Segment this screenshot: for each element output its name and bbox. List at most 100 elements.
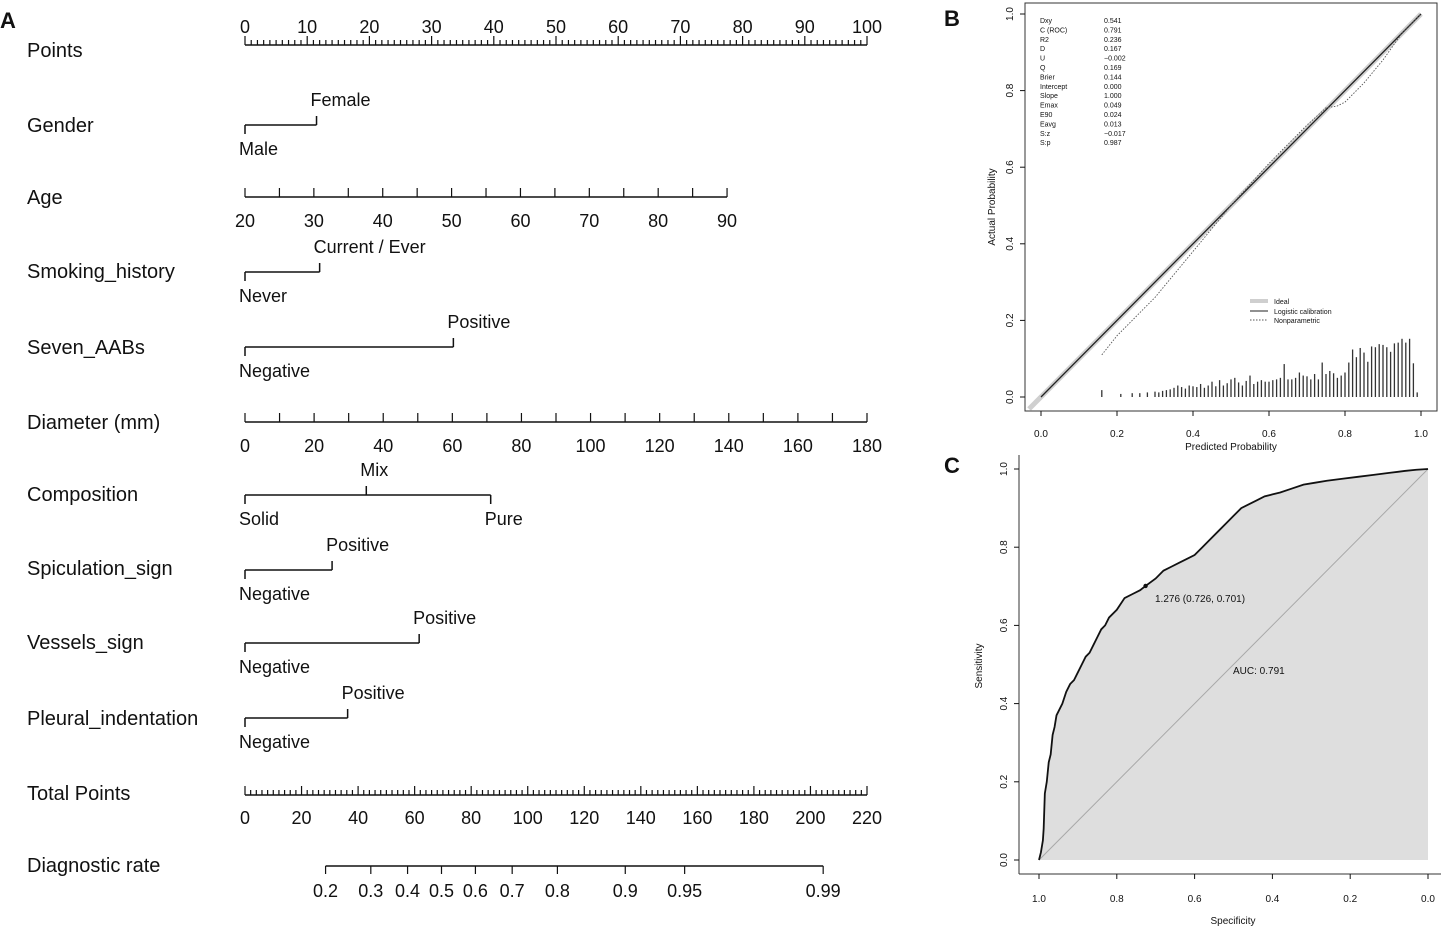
- total-points-tick-label: 220: [852, 808, 882, 828]
- variable-label: Diagnostic rate: [27, 855, 160, 877]
- level-label: Negative: [239, 584, 310, 604]
- scale-tick-label: 40: [373, 436, 393, 456]
- stat-value: 0.049: [1104, 103, 1122, 110]
- threshold-label: 1.276 (0.726, 0.701): [1155, 594, 1245, 605]
- x-tick-label: 0.8: [1338, 429, 1352, 440]
- stat-name: U: [1040, 56, 1045, 63]
- level-label: Negative: [239, 361, 310, 381]
- total-points-tick-label: 0: [240, 808, 250, 828]
- scale-tick-label: 20: [304, 436, 324, 456]
- scale-tick-label: 160: [783, 436, 813, 456]
- y-tick-label: 0.2: [999, 774, 1010, 788]
- roc-curve: [1038, 468, 1429, 861]
- calibration-panel: 0.0 0.2 0.4 0.6 0.8 1.0 0.0 0.2 0.4 0.6 0.8 1.0 Pred…: [987, 2, 1438, 453]
- stat-name: Emax: [1040, 103, 1058, 110]
- level-label: Pure: [485, 509, 523, 529]
- x-tick-label: 0.0: [1421, 894, 1435, 905]
- stat-name: E90: [1040, 112, 1053, 119]
- total-points-tick-label: 40: [348, 808, 368, 828]
- panel-label-c: C: [944, 453, 960, 478]
- y-tick-label: 0.0: [1005, 390, 1016, 404]
- stat-value: 0.167: [1104, 46, 1122, 53]
- stat-value: 0.024: [1104, 112, 1122, 119]
- y-tick-label: 0.6: [1005, 160, 1016, 174]
- points-tick-label: 0: [240, 17, 250, 37]
- y-tick-label: 0.0: [999, 853, 1010, 867]
- variable-label: Gender: [27, 115, 94, 137]
- stat-value: 0.541: [1104, 18, 1122, 25]
- scale-tick-label: 140: [714, 436, 744, 456]
- total-points-tick-label: 100: [513, 808, 543, 828]
- variable-label: Age: [27, 187, 63, 209]
- probability-tick-label: 0.3: [358, 881, 383, 901]
- variable-label: Composition: [27, 484, 138, 506]
- stat-value: −0.002: [1104, 56, 1126, 63]
- x-axis-label: Predicted Probability: [1185, 442, 1277, 453]
- y-axis-label: Actual Probability: [987, 168, 998, 245]
- total-points-tick-label: 160: [682, 808, 712, 828]
- level-label: Mix: [360, 460, 388, 480]
- stat-name: C (ROC): [1040, 27, 1067, 34]
- y-tick-label: 0.8: [1005, 83, 1016, 97]
- stat-name: Intercept: [1040, 84, 1067, 91]
- stat-value: 0.000: [1104, 84, 1122, 91]
- level-label: Negative: [239, 657, 310, 677]
- scale-tick-label: 80: [511, 436, 531, 456]
- stat-value: 0.144: [1104, 74, 1122, 81]
- scale-tick-label: 20: [235, 211, 255, 231]
- level-label: Positive: [447, 312, 510, 332]
- x-tick-label: 1.0: [1032, 894, 1046, 905]
- variable-label: Seven_AABs: [27, 337, 145, 359]
- stat-name: Q: [1040, 65, 1046, 72]
- stat-value: 0.236: [1104, 37, 1122, 44]
- points-tick-label: 60: [608, 17, 628, 37]
- nonparametric-line: [1101, 13, 1422, 356]
- legend-label: Logistic calibration: [1274, 309, 1332, 316]
- level-label: Never: [239, 286, 287, 306]
- level-label: Negative: [239, 732, 310, 752]
- scale-tick-label: 100: [576, 436, 606, 456]
- logistic-calibration-line: [1040, 13, 1422, 398]
- y-tick-label: 0.2: [1005, 313, 1016, 327]
- panel-label-b: B: [944, 6, 960, 31]
- variable-label: Spiculation_sign: [27, 558, 173, 580]
- scale-tick-label: 180: [852, 436, 882, 456]
- x-tick-label: 0.0: [1034, 429, 1048, 440]
- variable-label: Pleural_indentation: [27, 708, 198, 730]
- points-tick-label: 20: [359, 17, 379, 37]
- variable-label: Diameter (mm): [27, 412, 160, 434]
- stat-name: S:z: [1040, 131, 1051, 138]
- y-tick-label: 0.4: [999, 696, 1010, 710]
- y-tick-label: 0.6: [999, 618, 1010, 632]
- probability-tick-label: 0.99: [806, 881, 841, 901]
- points-tick-label: 10: [297, 17, 317, 37]
- x-tick-label: 0.6: [1262, 429, 1276, 440]
- probability-tick-label: 0.7: [500, 881, 525, 901]
- total-points-tick-label: 120: [569, 808, 599, 828]
- scale-tick-label: 80: [648, 211, 668, 231]
- legend-label: Nonparametric: [1274, 318, 1320, 325]
- x-tick-label: 0.4: [1265, 894, 1279, 905]
- stat-name: Eavg: [1040, 121, 1056, 128]
- stat-value: 0.169: [1104, 65, 1122, 72]
- total-points-tick-label: 60: [405, 808, 425, 828]
- roc-panel: 1.0 0.8 0.6 0.4 0.2 0.0 0.0 0.2 0.4 0.6 0.8 1.0 Spec…: [974, 455, 1441, 927]
- x-tick-label: 0.2: [1110, 429, 1124, 440]
- points-tick-label: 90: [795, 17, 815, 37]
- panel-label-a: A: [0, 8, 16, 33]
- level-label: Male: [239, 139, 278, 159]
- total-points-tick-label: 80: [461, 808, 481, 828]
- x-tick-label: 1.0: [1414, 429, 1428, 440]
- y-tick-label: 0.4: [1005, 236, 1016, 250]
- x-tick-label: 0.6: [1188, 894, 1202, 905]
- stat-name: Brier: [1040, 74, 1055, 81]
- level-label: Positive: [413, 608, 476, 628]
- points-tick-label: 40: [484, 17, 504, 37]
- stat-value: 0.013: [1104, 121, 1122, 128]
- y-tick-label: 1.0: [1005, 7, 1016, 21]
- x-axis-label: Specificity: [1210, 916, 1255, 927]
- probability-tick-label: 0.6: [463, 881, 488, 901]
- x-tick-label: 0.2: [1343, 894, 1357, 905]
- scale-tick-label: 60: [442, 436, 462, 456]
